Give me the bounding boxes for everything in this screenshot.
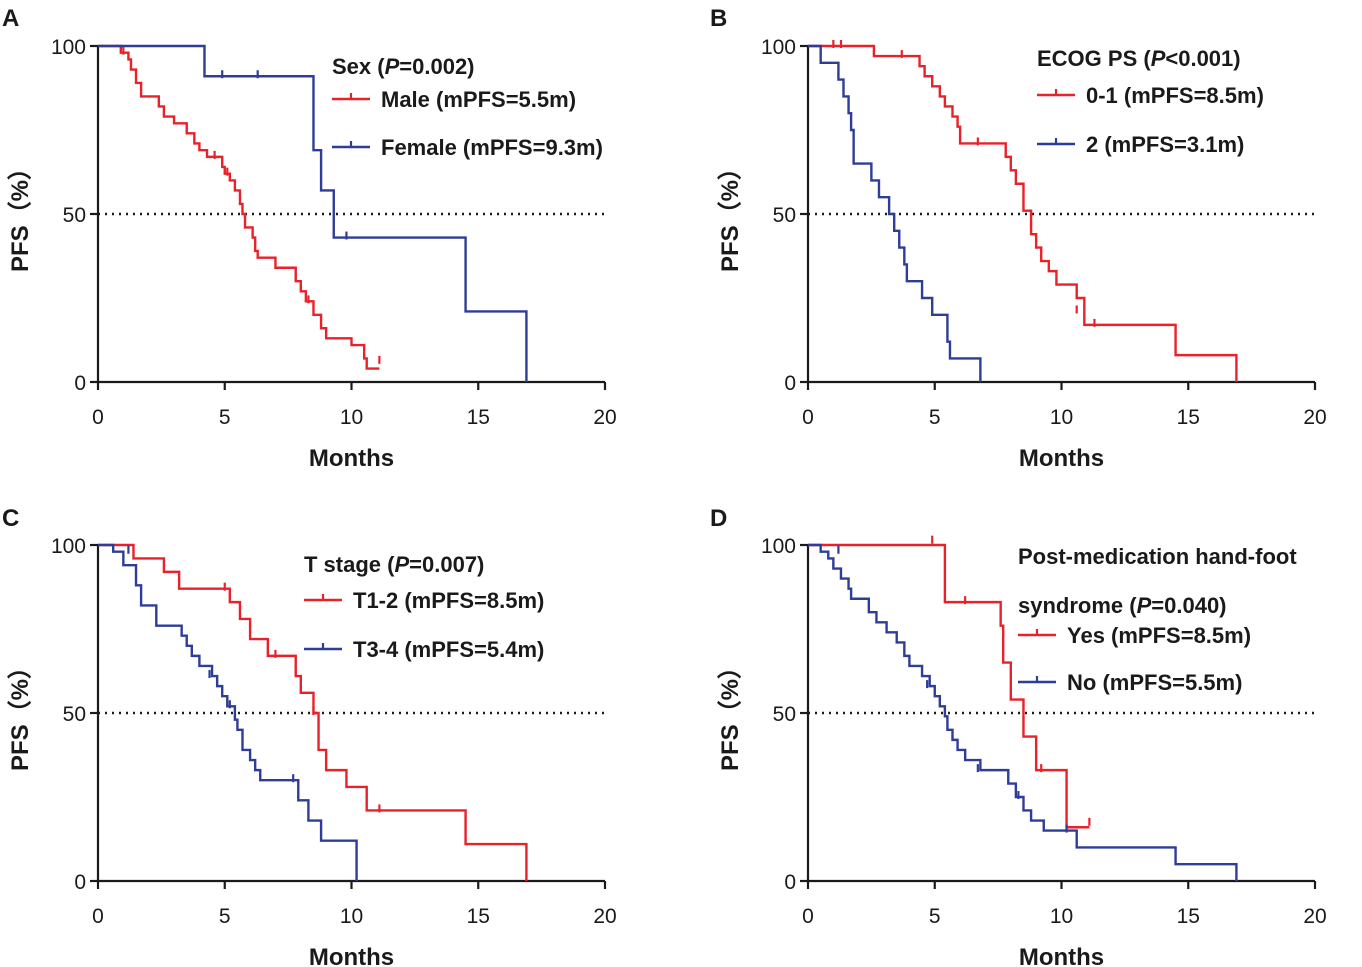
panel-a: A 0 5 10 15 20 0 50 100 Months PFS（%） Sex (P=0.002)… [2, 5, 617, 472]
panel-d-y-tick-label: 0 [784, 871, 796, 894]
panel-b-y-title: PFS（%） [717, 156, 744, 272]
panel-c-legend-title-p: P [394, 552, 409, 577]
panel-b-legend-title-p: P [1151, 46, 1166, 71]
panel-d-y-title: PFS（%） [717, 655, 744, 771]
panel-d: D 0 5 10 15 20 0 50 100 Months PFS（%） Post-medicati… [710, 505, 1327, 967]
panel-a-series-2-curve [98, 44, 528, 382]
panel-d-legend-title-p: P [1137, 593, 1152, 618]
panel-a-x-tick-label: 0 [92, 406, 104, 429]
panel-a-legend-label-2: Female (mPFS=9.3m) [381, 135, 603, 160]
panel-c-x-tick-label: 15 [467, 905, 490, 928]
panel-b-x-tick-label: 15 [1177, 406, 1200, 429]
panel-d-legend-title-prefix: syndrome ( [1018, 593, 1137, 618]
panel-d-x-tick-label: 0 [802, 905, 814, 928]
panel-a-legend-title-prefix: Sex ( [332, 54, 385, 79]
panel-c-legend-title-prefix: T stage ( [304, 552, 395, 577]
panel-b-letter: B [710, 5, 727, 32]
panel-c-x-tick-label: 10 [340, 905, 363, 928]
panel-c-letter: C [2, 505, 19, 532]
panel-a-legend-label-1: Male (mPFS=5.5m) [381, 87, 576, 112]
panel-a-x-tick-label: 10 [340, 406, 363, 429]
panel-d-legend-title: syndrome (P=0.040) [1018, 593, 1227, 618]
panel-d-legend-title-line1: Post-medication hand-foot [1018, 544, 1297, 569]
panel-c-y-tick-label: 0 [74, 871, 86, 894]
panel-c-x-tick-label: 5 [219, 905, 231, 928]
panel-d-x-tick-label: 20 [1303, 905, 1326, 928]
panel-b-x-title: Months [1019, 445, 1104, 472]
panel-b-series-1-curve [808, 44, 1238, 382]
panel-a-letter: A [2, 5, 19, 32]
panel-c-x-title: Months [309, 944, 394, 967]
panel-a-y-tick-label: 100 [51, 36, 86, 59]
panel-b-y-tick-label: 100 [761, 36, 796, 59]
panel-d-x-tick-label: 5 [929, 905, 941, 928]
panel-d-series-1-curve [808, 543, 1090, 829]
panel-a-x-tick-label: 20 [593, 406, 616, 429]
panel-d-legend-label-1: Yes (mPFS=8.5m) [1067, 623, 1251, 648]
panel-b-legend-title-suffix: <0.001) [1165, 46, 1240, 71]
panel-d-legend-title-suffix: =0.040) [1151, 593, 1226, 618]
panel-b-legend-title-prefix: ECOG PS ( [1037, 46, 1151, 71]
panel-b-x-tick-label: 20 [1303, 406, 1326, 429]
panel-d-legend-label-2: No (mPFS=5.5m) [1067, 670, 1242, 695]
panel-d-x-tick-label: 10 [1050, 905, 1073, 928]
panel-c-y-tick-label: 100 [51, 535, 86, 558]
panel-b-legend-label-2: 2 (mPFS=3.1m) [1086, 132, 1244, 157]
panel-c-y-title: PFS（%） [7, 655, 34, 771]
panel-c: C 0 5 10 15 20 0 50 100 Months PFS（%） T stage (P=0.… [2, 505, 617, 967]
panel-b-x-tick-label: 10 [1050, 406, 1073, 429]
panel-a-legend-title-suffix: =0.002) [399, 54, 474, 79]
panel-a-y-tick-label: 0 [74, 372, 86, 395]
panel-b-x-tick-label: 0 [802, 406, 814, 429]
panel-b-y-tick-label: 0 [784, 372, 796, 395]
panel-a-x-tick-label: 5 [219, 406, 231, 429]
panel-c-legend-title-suffix: =0.007) [409, 552, 484, 577]
panel-c-x-tick-label: 0 [92, 905, 104, 928]
panel-c-legend-title: T stage (P=0.007) [304, 552, 484, 577]
panel-a-x-title: Months [309, 445, 394, 472]
panel-c-x-tick-label: 20 [593, 905, 616, 928]
panel-c-legend-label-2: T3-4 (mPFS=5.4m) [353, 637, 544, 662]
panel-a-legend-title: Sex (P=0.002) [332, 54, 475, 79]
panel-c-legend-label-1: T1-2 (mPFS=8.5m) [353, 588, 544, 613]
panel-d-x-tick-label: 15 [1177, 905, 1200, 928]
panel-c-y-tick-label: 50 [63, 703, 86, 726]
panel-d-y-tick-label: 100 [761, 535, 796, 558]
panel-c-series-1-curve [98, 543, 528, 881]
panel-d-letter: D [710, 505, 727, 532]
panel-c-series-2-curve [98, 543, 358, 881]
panel-d-y-tick-label: 50 [773, 703, 796, 726]
panel-b-y-tick-label: 50 [773, 204, 796, 227]
panel-a-series-1-curve [98, 44, 380, 370]
panel-b-x-tick-label: 5 [929, 406, 941, 429]
panel-d-x-title: Months [1019, 944, 1104, 967]
panel-d-series-2-curve [808, 543, 1238, 881]
panel-a-x-tick-label: 15 [467, 406, 490, 429]
panel-b: B 0 5 10 15 20 0 50 100 Months PFS（%） ECOG PS (P<0.… [710, 5, 1327, 472]
panel-a-y-tick-label: 50 [63, 204, 86, 227]
panel-a-legend-title-p: P [385, 54, 400, 79]
panel-b-series-2-curve [808, 44, 982, 382]
panel-a-y-title: PFS（%） [7, 156, 34, 272]
panel-b-legend-title: ECOG PS (P<0.001) [1037, 46, 1241, 71]
panel-b-legend-label-1: 0-1 (mPFS=8.5m) [1086, 83, 1264, 108]
